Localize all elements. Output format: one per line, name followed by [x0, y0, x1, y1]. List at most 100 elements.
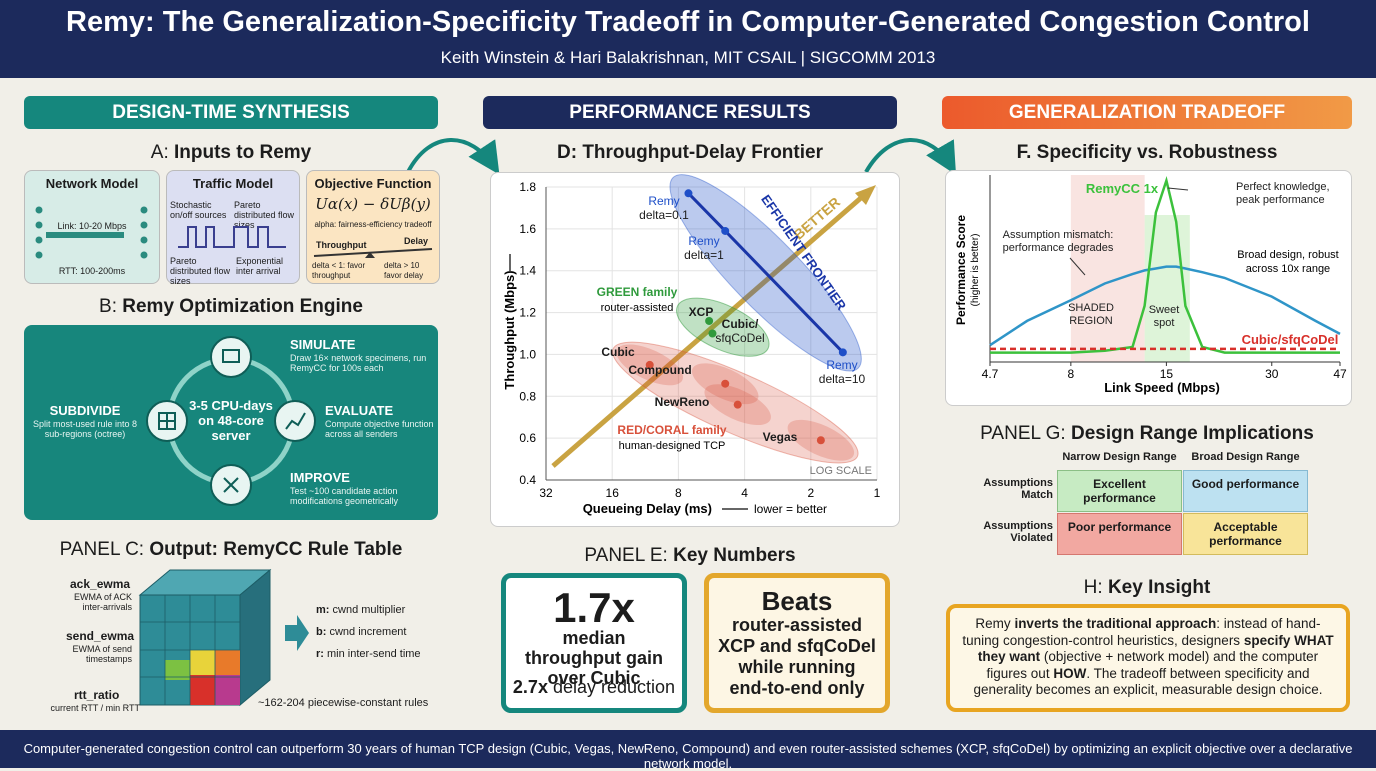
- output-name: r:: [316, 648, 324, 660]
- series-name: across 10x range: [1246, 263, 1330, 275]
- panel-label: PANEL G:: [980, 423, 1066, 444]
- card-note: Stochastic on/off sources: [170, 200, 227, 220]
- point-label: Cubic/: [722, 317, 759, 331]
- key-number-card: [501, 573, 687, 713]
- panel-label: A:: [150, 142, 169, 163]
- x-tick-label: 2: [807, 486, 814, 500]
- y-axis-label: Performance Score: [954, 215, 968, 325]
- point: [721, 379, 730, 388]
- arrow: [864, 138, 957, 175]
- card-note: Pareto distributed flow sizes: [170, 256, 231, 286]
- card-note: Link: 10-20 Mbps: [57, 221, 127, 231]
- column-heading: GENERALIZATION TRADEOFF: [942, 96, 1352, 129]
- key-sub-text: delay reduction: [552, 677, 676, 697]
- y-tick-label: 1.8: [519, 180, 536, 194]
- point-label: Cubic: [601, 345, 635, 359]
- annotation: Perfect knowledge,: [1236, 181, 1330, 193]
- engine-center: 3-5 CPU-days on 48-core server: [189, 398, 273, 443]
- panel-title: PANEL E: Key Numbers: [483, 545, 897, 567]
- shaded-region: [1070, 175, 1145, 362]
- y-tick-label: 1.6: [519, 222, 536, 236]
- title: Remy: The Generalization-Specificity Tra…: [66, 6, 1310, 38]
- panel-label: H:: [1083, 577, 1103, 598]
- point-label: Vegas: [763, 430, 798, 444]
- insight-text: Remy: [975, 616, 1015, 631]
- x-axis-note: lower = better: [754, 502, 827, 516]
- column-heading: PERFORMANCE RESULTS: [483, 96, 897, 129]
- output-rule: b: cwnd increment: [316, 626, 407, 638]
- pointer: [1167, 187, 1189, 191]
- output-text: cwnd multiplier: [332, 604, 406, 616]
- matrix-cell: Good performance: [1183, 470, 1308, 512]
- tradeoff-line: [313, 248, 433, 258]
- card-note: Exponential inter arrival: [236, 256, 284, 276]
- key-sub-number: 2.7x: [512, 677, 548, 697]
- step-text: Test ~100 candidate action modifications…: [290, 486, 399, 506]
- x-tick-label: 8: [1068, 367, 1075, 381]
- key-text: median throughput gain over Cubic: [525, 628, 663, 688]
- panel-label: PANEL E:: [584, 545, 668, 566]
- better-arrowhead: [855, 185, 876, 205]
- card-title: Traffic Model: [192, 176, 274, 191]
- big-number: Beats: [761, 586, 833, 616]
- input-text: EWMA of send timestamps: [72, 644, 132, 664]
- row-label: Assumptions Match: [983, 477, 1053, 501]
- card-note: delta > 10 favor delay: [384, 261, 424, 280]
- y-axis-label: Throughput (Mbps): [502, 270, 517, 389]
- annotation: spot: [1154, 317, 1175, 329]
- panel-title: A: Inputs to Remy: [24, 142, 438, 164]
- series-name: RED/CORAL family: [617, 423, 726, 437]
- arrow: [406, 138, 500, 175]
- x-tick-label: 32: [539, 486, 553, 500]
- card-note: Delay: [404, 236, 429, 246]
- x-tick-label: 1: [874, 486, 881, 500]
- step-title: SIMULATE: [290, 337, 356, 352]
- card-note: delta < 1: favor throughput: [312, 261, 366, 280]
- key-sub: 2.7x delay reduction: [501, 677, 687, 698]
- insight-text: inverts the traditional approach: [1014, 616, 1217, 631]
- series-name: Cubic/sfqCoDel: [1242, 332, 1339, 347]
- point: [733, 400, 742, 409]
- matrix-cell: Acceptable performance: [1183, 513, 1308, 555]
- card-note: Throughput: [316, 240, 367, 250]
- pointer: [1069, 257, 1086, 276]
- point-label: delta=10: [819, 372, 866, 386]
- chart-title: D: Throughput-Delay Frontier: [483, 142, 897, 164]
- y-tick-label: 1.0: [519, 347, 536, 361]
- network-diagram: [35, 206, 148, 259]
- input-name: ack_ewma: [70, 577, 131, 591]
- column-label: Narrow Design Range: [1062, 451, 1177, 463]
- cluster: [676, 297, 770, 357]
- step-text: Compute objective function across all se…: [325, 419, 434, 439]
- input-text: EWMA of ACK inter-arrivals: [73, 592, 132, 612]
- output-text: cwnd increment: [329, 626, 407, 638]
- insight-text: specify WHAT they want: [977, 632, 1334, 665]
- matrix-cell: Poor performance: [1057, 513, 1182, 555]
- chart-title: F. Specificity vs. Robustness: [942, 142, 1352, 164]
- panel-name: Remy Optimization Engine: [122, 296, 363, 317]
- card-note: RTT: 100-200ms: [58, 266, 126, 276]
- input-card: [24, 170, 160, 284]
- input-text: current RTT / min RTT: [50, 703, 140, 713]
- series-name: RemyCC 1x: [1086, 181, 1159, 196]
- y-tick-label: 1.2: [519, 306, 536, 320]
- footer: Computer-generated congestion control ca…: [23, 741, 1353, 771]
- panel-title: PANEL G: Design Range Implications: [942, 423, 1352, 445]
- scale-note: LOG SCALE: [810, 465, 872, 477]
- engine-cycle: [146, 336, 316, 506]
- point: [708, 329, 717, 338]
- point-label: sfqCoDel: [715, 331, 764, 345]
- input-name: rtt_ratio: [74, 688, 120, 702]
- point: [816, 436, 825, 445]
- panel-name: Key Insight: [1107, 577, 1211, 598]
- x-axis-label: Link Speed (Mbps): [1104, 380, 1220, 395]
- output-rule: m: cwnd multiplier: [316, 604, 405, 616]
- annotation: performance degrades: [1003, 242, 1114, 254]
- point: [645, 360, 654, 369]
- key-number-card: [704, 573, 890, 713]
- panel-name: Key Numbers: [673, 545, 796, 566]
- x-axis-label: Queueing Delay (ms): [583, 501, 712, 516]
- rule-note: ~162-204 piecewise-constant rules: [258, 697, 429, 709]
